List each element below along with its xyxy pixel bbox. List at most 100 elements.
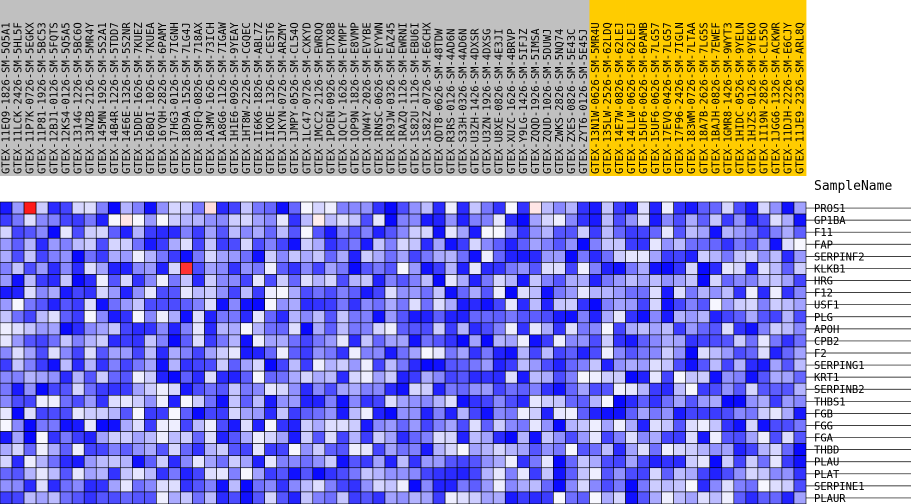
- column-label: GTEX-14E7W-0826-SM-62LEJ: [614, 22, 626, 174]
- heatmap-cell: [180, 346, 193, 360]
- heatmap-cell: [71, 322, 85, 336]
- heatmap-cell: [348, 237, 362, 251]
- heatmap-cell: [613, 431, 626, 444]
- heatmap-cell: [553, 201, 566, 215]
- heatmap-cell: [144, 201, 157, 215]
- heatmap-cell: [589, 346, 602, 360]
- heatmap-cell: [516, 491, 530, 504]
- heatmap-cell: [721, 431, 735, 444]
- heatmap-cell: [685, 262, 699, 275]
- heatmap-cell: [228, 431, 241, 444]
- heatmap-cell: [516, 310, 530, 324]
- heatmap-cell: [793, 419, 807, 432]
- column-header-bg: [505, 0, 518, 176]
- heatmap-cell: [47, 262, 61, 275]
- heatmap-cell: [625, 237, 638, 251]
- heatmap-cell: [228, 407, 241, 420]
- heatmap-cell: [685, 370, 699, 384]
- heatmap-cell: [204, 310, 217, 324]
- heatmap-cell: [107, 213, 121, 227]
- heatmap-cell: [276, 322, 290, 336]
- heatmap-cell: [216, 455, 229, 469]
- heatmap-cell: [673, 419, 686, 432]
- heatmap-cell: [83, 213, 97, 227]
- heatmap-cell: [264, 358, 277, 372]
- heatmap-cell: [589, 407, 602, 420]
- heatmap-cell: [360, 322, 374, 336]
- heatmap-cell: [156, 225, 169, 239]
- heatmap-cell: [59, 274, 73, 287]
- heatmap-cell: [107, 358, 121, 372]
- heatmap-cell: [276, 310, 290, 324]
- heatmap-cell: [769, 382, 783, 396]
- heatmap-cell: [300, 358, 314, 372]
- heatmap-cell: [132, 431, 145, 444]
- heatmap-cell: [360, 334, 374, 348]
- heatmap-cell: [408, 274, 422, 287]
- heatmap-cell: [456, 274, 470, 287]
- heatmap-cell: [444, 322, 458, 336]
- heatmap-cell: [492, 346, 506, 360]
- heatmap-cell: [577, 370, 590, 384]
- heatmap-cell: [23, 298, 37, 312]
- heatmap-cell: [745, 358, 759, 372]
- heatmap-cell: [180, 358, 193, 372]
- heatmap-cell: [83, 491, 97, 504]
- heatmap-cell: [673, 443, 686, 456]
- heatmap-cell: [444, 286, 458, 299]
- heatmap-cell: [432, 431, 446, 444]
- heatmap-cell: [156, 334, 169, 348]
- heatmap-cell: [252, 274, 265, 287]
- heatmap-cell: [240, 225, 253, 239]
- heatmap-cell: [23, 225, 37, 239]
- heatmap-cell: [781, 467, 795, 481]
- heatmap-cell: [252, 394, 265, 408]
- heatmap-cell: [35, 407, 49, 420]
- heatmap-cell: [324, 298, 338, 312]
- heatmap-cell: [59, 237, 73, 251]
- heatmap-cell: [541, 250, 554, 263]
- heatmap-cell: [565, 237, 578, 251]
- heatmap-cell: [204, 346, 217, 360]
- heatmap-cell: [360, 394, 374, 408]
- column-header-bg: [204, 0, 217, 176]
- heatmap-cell: [228, 346, 241, 360]
- heatmap-cell: [216, 443, 229, 456]
- heatmap-cell: [625, 467, 638, 481]
- heatmap-cell: [288, 322, 302, 336]
- heatmap-cell: [216, 225, 229, 239]
- column-header-bg: [469, 0, 482, 176]
- heatmap-cell: [516, 382, 530, 396]
- heatmap-cell: [673, 431, 686, 444]
- heatmap-cell: [577, 407, 590, 420]
- heatmap-cell: [565, 370, 578, 384]
- heatmap-cell: [336, 455, 350, 469]
- heatmap-cell: [529, 225, 542, 239]
- heatmap-cell: [516, 419, 530, 432]
- heatmap-cell: [324, 334, 338, 348]
- heatmap-cell: [396, 346, 410, 360]
- heatmap-cell: [276, 225, 290, 239]
- heatmap-cell: [589, 298, 602, 312]
- heatmap-cell: [252, 346, 265, 360]
- heatmap-cell: [529, 334, 542, 348]
- heatmap-cell: [192, 431, 205, 444]
- heatmap-cell: [553, 298, 566, 312]
- heatmap-cell: [577, 455, 590, 469]
- heatmap-cell: [745, 431, 759, 444]
- heatmap-cell: [685, 298, 699, 312]
- heatmap-cell: [71, 310, 85, 324]
- heatmap-cell: [384, 382, 398, 396]
- heatmap-cell: [288, 407, 302, 420]
- row-label: FGB: [814, 408, 833, 420]
- heatmap-cell: [168, 201, 181, 215]
- heatmap-cell: [264, 274, 277, 287]
- heatmap-cell: [396, 262, 410, 275]
- heatmap-cell: [264, 491, 277, 504]
- heatmap-cell: [733, 370, 747, 384]
- heatmap-cell: [276, 298, 290, 312]
- heatmap-cell: [613, 394, 626, 408]
- heatmap-cell: [541, 419, 554, 432]
- heatmap-cell: [408, 467, 422, 481]
- heatmap-cell: [589, 394, 602, 408]
